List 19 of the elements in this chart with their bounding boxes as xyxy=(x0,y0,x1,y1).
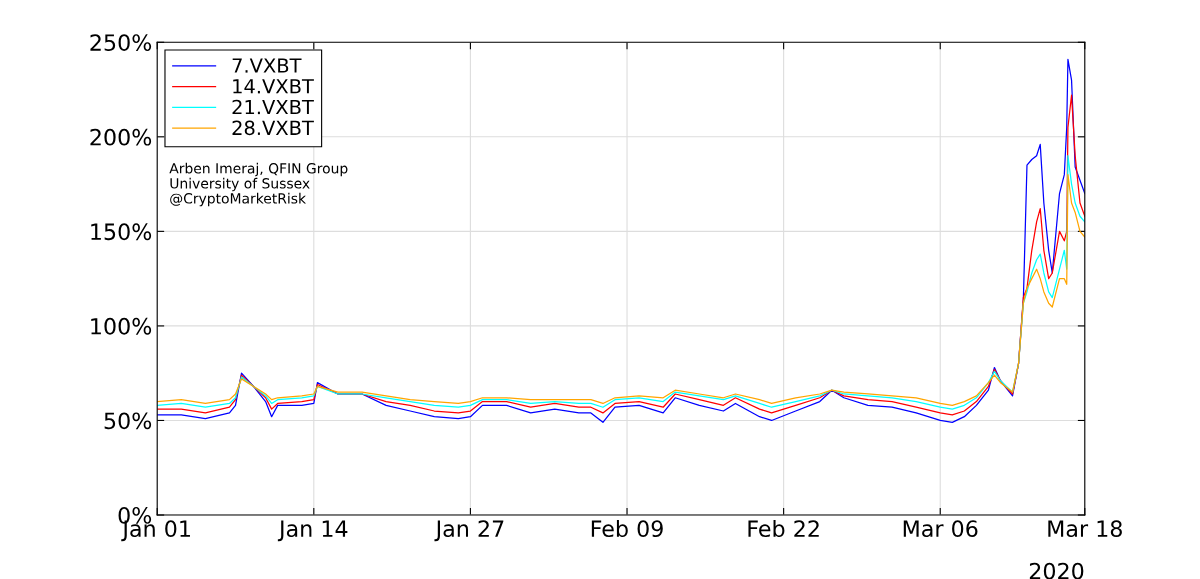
legend-label: 21.VXBT xyxy=(232,99,314,115)
x-tick-label: Jan 27 xyxy=(434,520,504,542)
x-tick-label: Feb 09 xyxy=(591,519,663,538)
legend-label: 28.VXBT xyxy=(232,120,314,136)
y-tick-label: 150% xyxy=(91,223,152,241)
x-tick-label: Mar 06 xyxy=(903,520,978,538)
y-tick-label: 250% xyxy=(90,34,152,52)
y-tick-label: 100% xyxy=(91,317,152,335)
annotation: Arben Imeraj, QFIN Group xyxy=(169,162,348,177)
x-tick-label: Jan 14 xyxy=(277,520,348,542)
y-tick-label: 200% xyxy=(90,128,152,146)
legend-label: 14.VXBT xyxy=(233,79,314,94)
text: 2020 xyxy=(1029,562,1084,579)
y-tick-label: 50% xyxy=(104,412,152,430)
x-tick-label: Mar 18 xyxy=(1048,520,1122,538)
x-tick-label: Feb 22 xyxy=(748,519,819,538)
annotation: @CryptoMarketRisk xyxy=(170,192,307,207)
legend-label: 7.VXBT xyxy=(232,58,302,73)
annotation: University of Sussex xyxy=(170,177,310,192)
